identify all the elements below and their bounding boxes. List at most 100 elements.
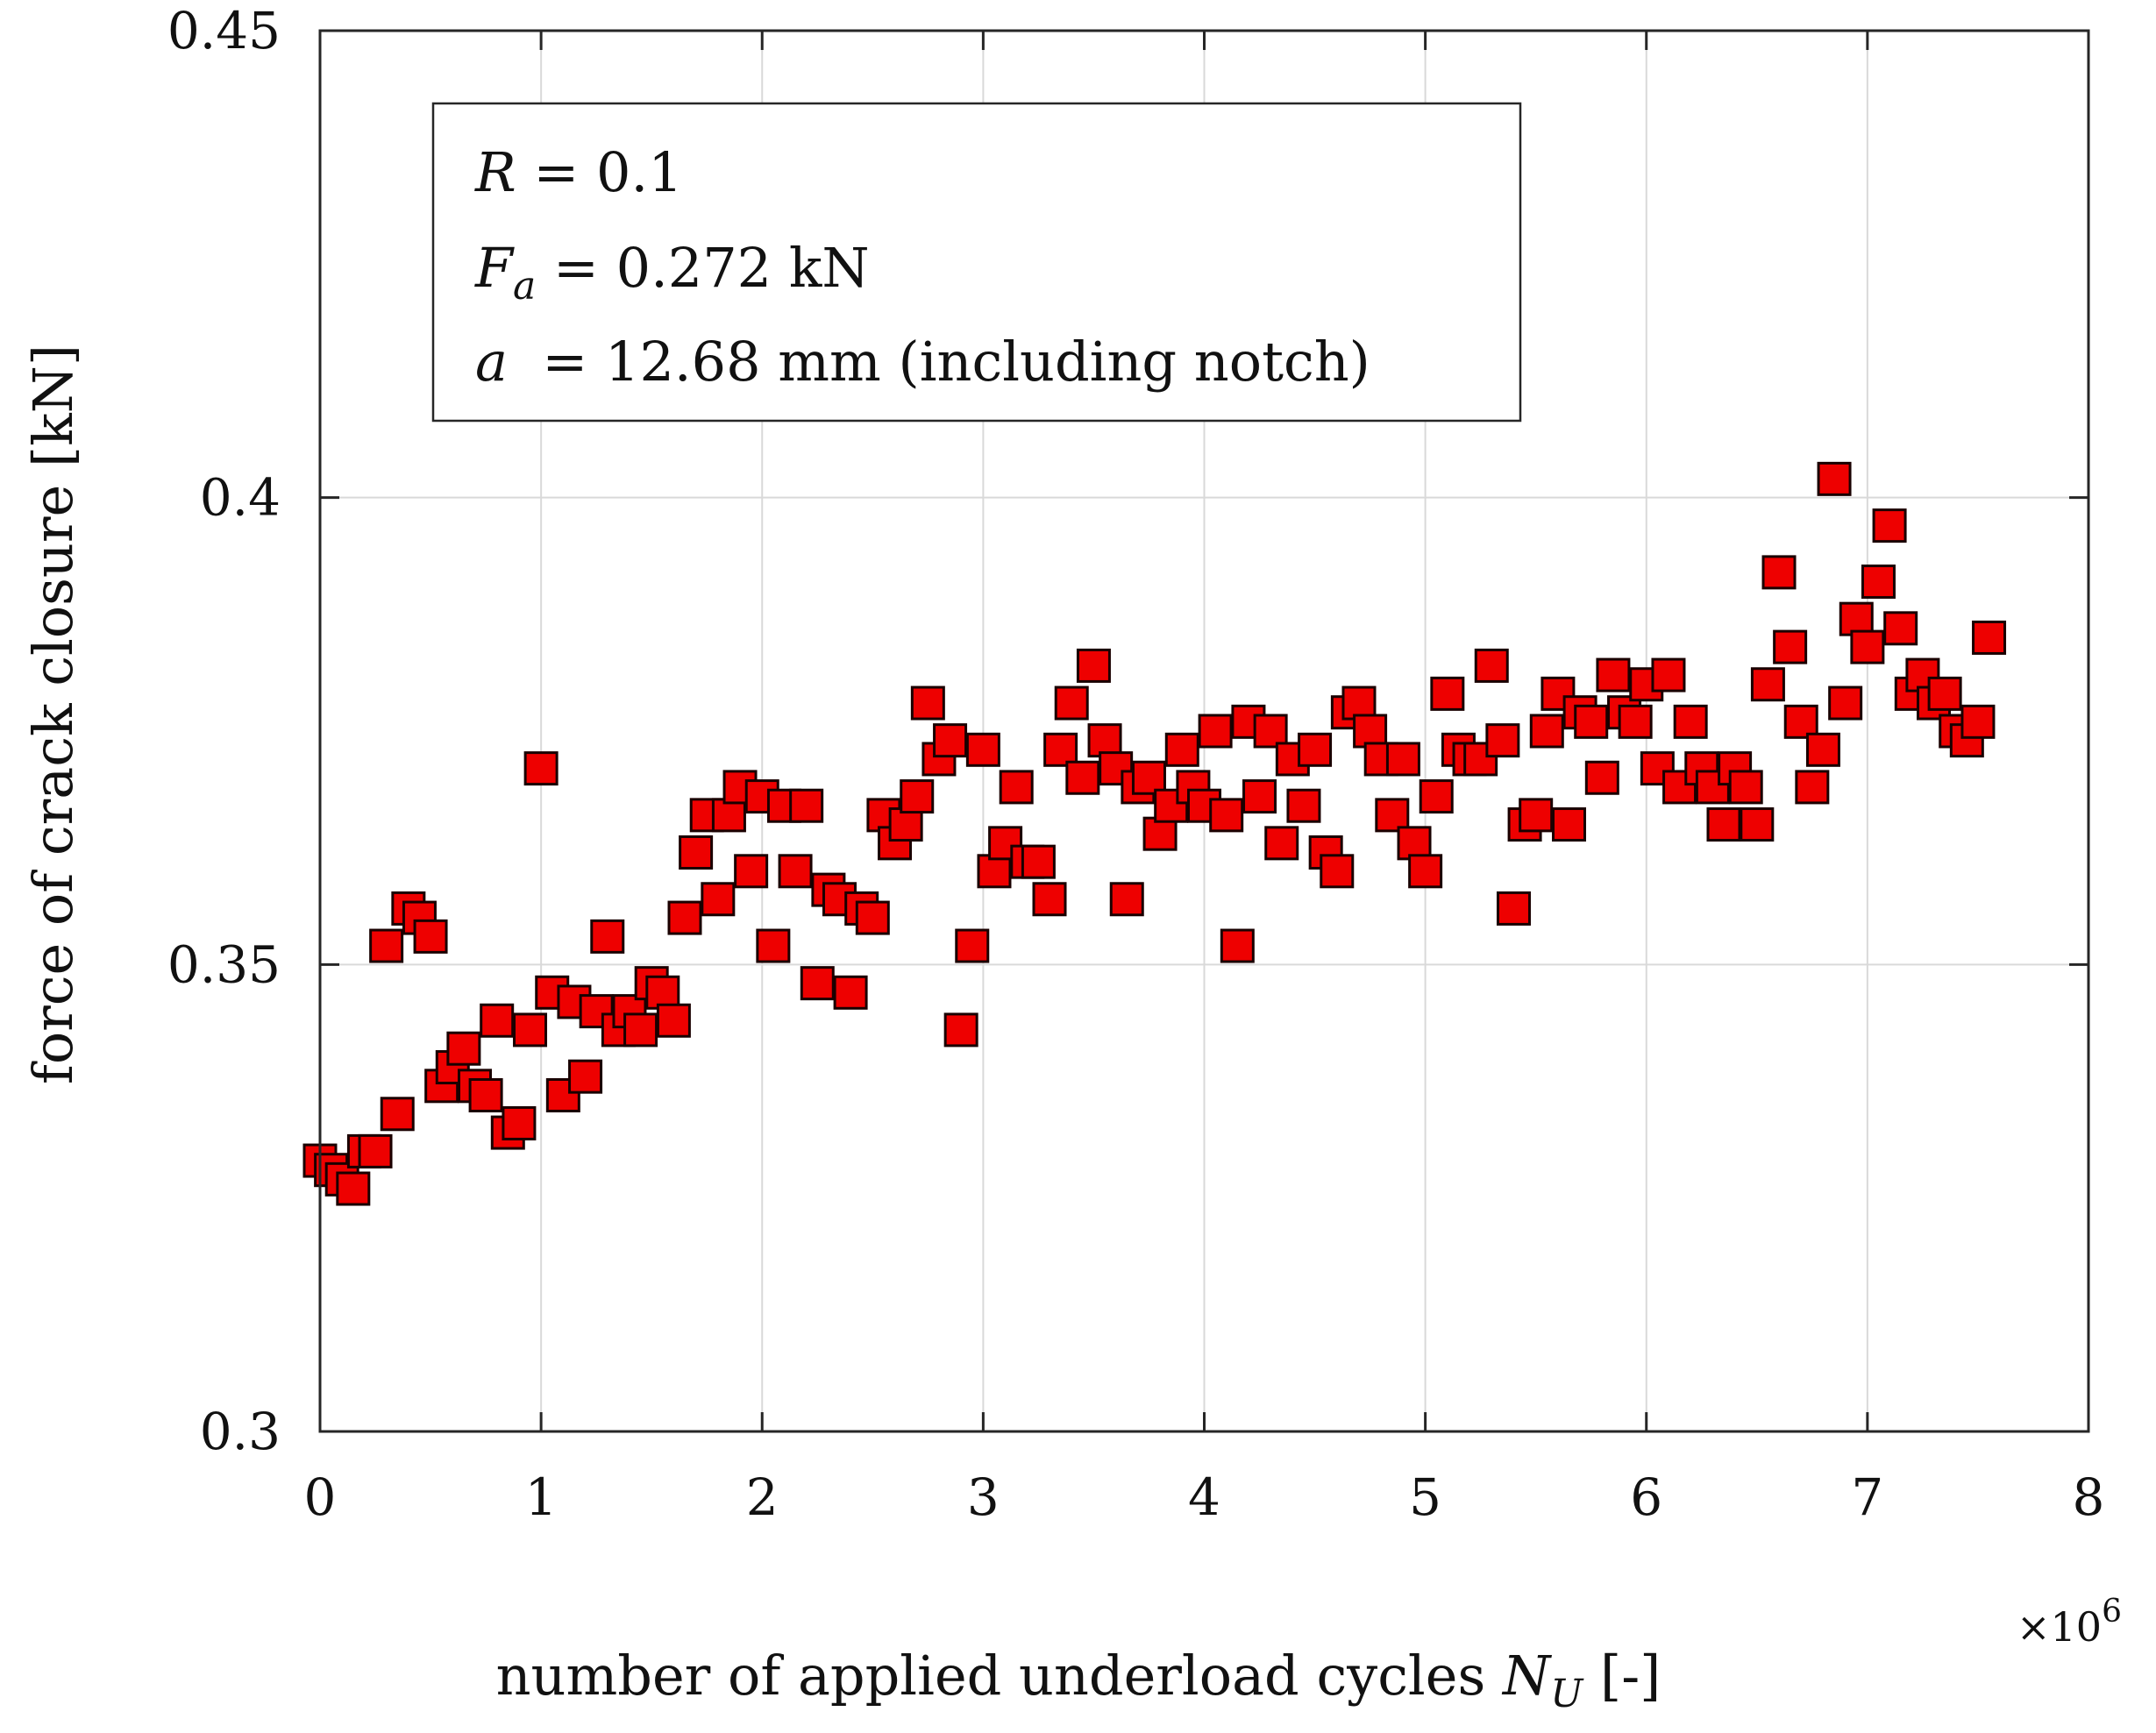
x-axis-exponent-power: 6 (2102, 1594, 2122, 1630)
data-point (523, 751, 559, 786)
data-point (789, 788, 824, 823)
data-point (910, 685, 945, 721)
data-point (988, 826, 1023, 861)
x-axis-label-unit: [-] (1583, 1644, 1661, 1708)
info-line-crack-length: a = 12.68 mm (including notch) (475, 330, 1370, 394)
data-point (1021, 844, 1056, 879)
data-point (1783, 704, 1818, 739)
data-point (1198, 714, 1233, 749)
data-point (1817, 461, 1852, 496)
data-point (1099, 751, 1134, 786)
data-point (1972, 620, 2007, 655)
x-tick-label: 3 (967, 1467, 1000, 1527)
x-axis-label: number of applied underload cycles NU [-… (496, 1644, 1661, 1716)
info-box-frame (431, 102, 1522, 423)
data-point (1485, 723, 1520, 758)
data-point (1032, 882, 1067, 917)
data-point (756, 928, 791, 963)
data-point (778, 854, 813, 889)
data-point (955, 928, 990, 963)
data-point (380, 1097, 415, 1132)
data-point (943, 1012, 978, 1048)
x-tick-label: 0 (304, 1467, 337, 1527)
amplitude-subscript: a (513, 264, 536, 309)
x-tick-label: 7 (1851, 1467, 1883, 1527)
data-point (1474, 648, 1509, 683)
y-axis-label: force of crack closure [kN] (21, 344, 85, 1084)
data-point (734, 854, 769, 889)
data-point (1618, 704, 1653, 739)
data-point (1253, 714, 1288, 749)
data-point (1574, 704, 1609, 739)
data-point (1286, 788, 1321, 823)
data-point (900, 779, 935, 814)
data-point (701, 882, 736, 917)
info-line-ratio: R = 0.1 (474, 140, 683, 204)
data-point (1496, 891, 1531, 926)
x-tick-label: 6 (1630, 1467, 1662, 1527)
data-point (1651, 657, 1686, 692)
ratio-value: = 0.1 (516, 140, 683, 204)
info-line-amplitude: Fa = 0.272 kN (474, 236, 870, 309)
data-point (1408, 854, 1443, 889)
data-point (888, 807, 923, 842)
data-point (1209, 798, 1244, 833)
data-point (1164, 732, 1199, 767)
data-point (513, 1012, 548, 1048)
data-point (1264, 826, 1299, 861)
amplitude-value: = 0.272 kN (536, 236, 869, 300)
data-point (1541, 676, 1576, 711)
data-point (999, 770, 1034, 805)
data-point (1065, 760, 1100, 795)
y-tick-label: 0.45 (167, 1, 281, 60)
data-point (557, 984, 592, 1019)
data-point (480, 1003, 515, 1038)
data-point (1728, 770, 1763, 805)
tick-labels: 0 1 2 3 4 5 6 7 8 0.3 0.35 0.4 0.45 (167, 1, 2105, 1527)
data-point (1584, 760, 1619, 795)
data-point (1596, 657, 1631, 692)
data-point (1872, 508, 1907, 543)
data-point (800, 966, 835, 1001)
data-point (977, 854, 1012, 889)
data-point (679, 835, 714, 870)
data-point (358, 1133, 393, 1168)
y-tick-label: 0.35 (167, 934, 281, 994)
data-point (502, 1105, 537, 1140)
x-axis-label-symbol: N (1501, 1644, 1553, 1708)
data-point (1552, 807, 1587, 842)
data-point (413, 919, 448, 954)
data-point (933, 723, 968, 758)
x-tick-label: 4 (1188, 1467, 1220, 1527)
data-point (656, 1003, 691, 1038)
data-point (446, 1031, 481, 1066)
data-point (468, 1077, 503, 1112)
data-point (1242, 779, 1277, 814)
data-point (1385, 742, 1420, 777)
data-point (1761, 555, 1797, 590)
data-point (1960, 704, 1996, 739)
data-point (1142, 816, 1178, 851)
data-point (1662, 770, 1697, 805)
x-axis-label-text: number of applied underload cycles (496, 1644, 1503, 1708)
data-point (369, 928, 404, 963)
data-point (667, 900, 702, 935)
data-point (1043, 732, 1078, 767)
data-point (1109, 882, 1144, 917)
data-point (590, 919, 625, 954)
data-point (336, 1171, 371, 1206)
data-point (1850, 629, 1885, 664)
data-markers (302, 461, 2007, 1206)
data-point (1298, 732, 1333, 767)
data-point (1805, 732, 1840, 767)
amplitude-symbol: F (474, 236, 515, 300)
data-point (1673, 704, 1708, 739)
data-point (1927, 676, 1962, 711)
data-point (833, 975, 868, 1010)
x-tick-label: 8 (2073, 1467, 2105, 1527)
data-point (568, 1059, 603, 1094)
data-point (1320, 854, 1355, 889)
info-box: R = 0.1 Fa = 0.272 kN a = 12.68 mm (incl… (431, 102, 1522, 423)
